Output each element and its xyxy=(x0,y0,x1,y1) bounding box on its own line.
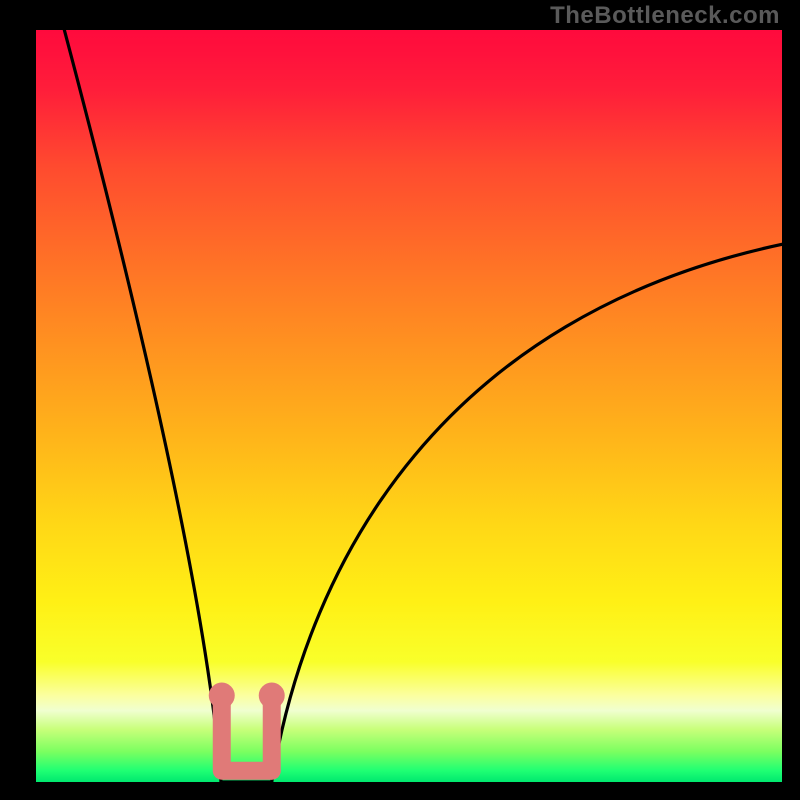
curve-left-branch xyxy=(64,30,221,782)
marker-cap xyxy=(259,683,285,709)
marker-cap xyxy=(209,683,235,709)
watermark-text: TheBottleneck.com xyxy=(550,2,780,30)
bottleneck-chart xyxy=(36,30,782,782)
curve-right-branch xyxy=(272,244,782,782)
